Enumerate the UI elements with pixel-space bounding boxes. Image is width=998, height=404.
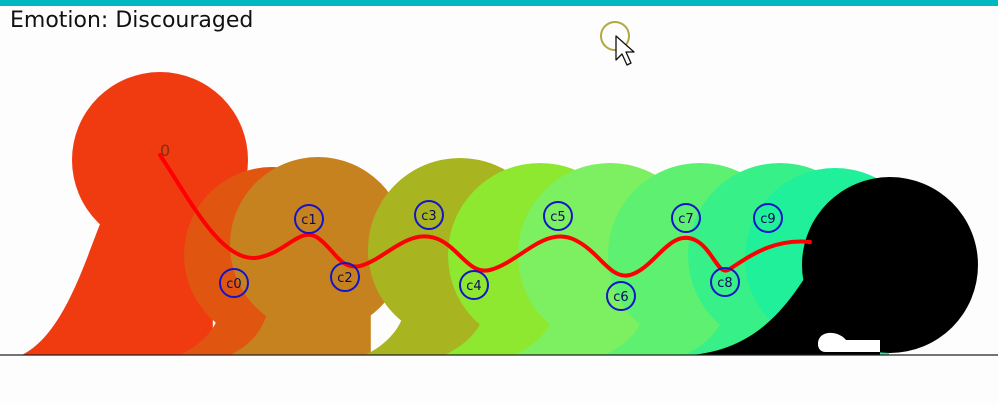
motion-curve <box>158 153 812 278</box>
control-point-c3[interactable]: c3 <box>414 200 444 230</box>
control-label: c1 <box>301 213 316 228</box>
control-label: c7 <box>678 212 693 227</box>
control-label: c5 <box>550 210 565 225</box>
control-label: c0 <box>226 277 241 292</box>
control-point-c1[interactable]: c1 <box>294 204 324 234</box>
control-point-c4[interactable]: c4 <box>459 270 489 300</box>
control-ring[interactable] <box>219 268 249 298</box>
control-ring[interactable] <box>414 200 444 230</box>
control-point-c6[interactable]: c6 <box>606 281 636 311</box>
cursor <box>600 21 635 66</box>
control-label: c8 <box>717 276 732 291</box>
control-label: c4 <box>466 279 481 294</box>
control-point-c7[interactable]: c7 <box>671 203 701 233</box>
blob-trail <box>22 72 978 355</box>
control-point-c2[interactable]: c2 <box>330 262 360 292</box>
control-ring[interactable] <box>459 270 489 300</box>
top-accent-bar <box>0 0 998 6</box>
control-point-c5[interactable]: c5 <box>543 201 573 231</box>
emotion-label: Emotion: Discouraged <box>10 8 254 33</box>
blob-2 <box>230 157 406 355</box>
control-point-c9[interactable]: c9 <box>753 203 783 233</box>
control-label: c3 <box>421 209 436 224</box>
control-point-c0[interactable]: c0 <box>219 268 249 298</box>
control-label: c6 <box>613 290 628 305</box>
motion-curve-layer <box>158 153 812 278</box>
control-points: c0 c1 c2 c3 c4 c5 c6 c7 c8 c9 <box>219 200 783 311</box>
control-label: c2 <box>337 271 352 286</box>
control-ring[interactable] <box>330 262 360 292</box>
pointer-arrow-icon <box>615 35 635 66</box>
control-point-c8[interactable]: c8 <box>710 267 740 297</box>
control-ring[interactable] <box>543 201 573 231</box>
blob-head <box>802 177 978 353</box>
control-label: c9 <box>760 212 775 227</box>
control-ring[interactable] <box>671 203 701 233</box>
anchor-label: 0 <box>160 141 170 160</box>
blob-head <box>230 157 406 333</box>
control-ring[interactable] <box>710 267 740 297</box>
control-ring[interactable] <box>294 204 324 234</box>
control-ring[interactable] <box>606 281 636 311</box>
drip-highlight <box>818 332 880 352</box>
control-ring[interactable] <box>753 203 783 233</box>
blob-final <box>690 177 978 355</box>
click-ring-icon <box>600 21 630 51</box>
